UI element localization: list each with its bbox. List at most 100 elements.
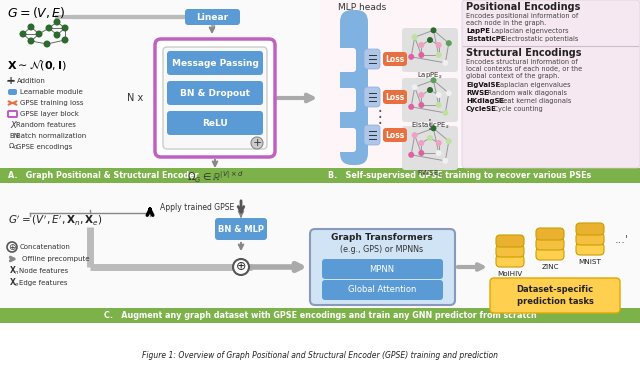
- Text: Concatenation: Concatenation: [20, 244, 71, 250]
- Text: : Laplacian eigenvalues: : Laplacian eigenvalues: [492, 82, 571, 88]
- Circle shape: [7, 242, 17, 252]
- Text: Offline precompute: Offline precompute: [22, 256, 90, 262]
- Text: $G = (V, E)$: $G = (V, E)$: [7, 4, 65, 20]
- Text: $\Omega_G \in \mathbb{R}^{|V| \times d}$: $\Omega_G \in \mathbb{R}^{|V| \times d}$: [187, 169, 243, 185]
- Text: : Random walk diagonals: : Random walk diagonals: [483, 90, 567, 96]
- FancyBboxPatch shape: [338, 48, 356, 72]
- FancyBboxPatch shape: [167, 81, 263, 105]
- Text: (e.g., GPS) or MPNNs: (e.g., GPS) or MPNNs: [340, 246, 424, 255]
- FancyBboxPatch shape: [496, 245, 524, 257]
- Text: $\Omega_G$: $\Omega_G$: [8, 142, 19, 152]
- Text: $\oplus$: $\oplus$: [236, 261, 246, 273]
- FancyBboxPatch shape: [576, 243, 604, 255]
- Bar: [320, 168, 640, 183]
- Circle shape: [419, 102, 424, 108]
- FancyBboxPatch shape: [496, 235, 524, 247]
- Circle shape: [442, 110, 449, 116]
- Text: $G' = (V', E', \mathbf{X}_n, \mathbf{X}_e)$: $G' = (V', E', \mathbf{X}_n, \mathbf{X}_…: [8, 213, 102, 227]
- Text: Batch normalization: Batch normalization: [16, 133, 86, 139]
- Circle shape: [35, 30, 42, 38]
- Circle shape: [419, 52, 424, 58]
- Text: ElstaticPE: ElstaticPE: [466, 36, 506, 42]
- Circle shape: [251, 137, 263, 149]
- FancyBboxPatch shape: [163, 47, 267, 149]
- Bar: [0, 168, 320, 183]
- Text: GPSE training loss: GPSE training loss: [20, 100, 83, 106]
- Circle shape: [442, 158, 449, 164]
- Text: ⋮: ⋮: [372, 108, 388, 126]
- Circle shape: [436, 150, 442, 156]
- Text: BN & MLP: BN & MLP: [218, 225, 264, 234]
- FancyBboxPatch shape: [462, 0, 640, 168]
- Circle shape: [54, 32, 61, 39]
- FancyBboxPatch shape: [364, 125, 380, 145]
- Circle shape: [431, 77, 436, 83]
- Circle shape: [431, 125, 436, 131]
- Bar: [0, 0, 320, 183]
- FancyBboxPatch shape: [402, 78, 458, 122]
- Text: Edge features: Edge features: [19, 280, 67, 286]
- Text: Encodes structural information of: Encodes structural information of: [466, 59, 578, 65]
- FancyBboxPatch shape: [402, 126, 458, 170]
- Circle shape: [419, 140, 424, 146]
- FancyBboxPatch shape: [340, 10, 368, 165]
- FancyBboxPatch shape: [576, 233, 604, 245]
- Circle shape: [436, 42, 442, 48]
- FancyBboxPatch shape: [185, 9, 240, 25]
- FancyBboxPatch shape: [338, 128, 356, 152]
- Circle shape: [436, 92, 442, 98]
- Text: Addition: Addition: [17, 78, 46, 84]
- Text: Global Attention: Global Attention: [348, 285, 416, 294]
- FancyBboxPatch shape: [167, 111, 263, 135]
- Text: : Heat kernel diagonals: : Heat kernel diagonals: [494, 98, 572, 104]
- Circle shape: [419, 150, 424, 156]
- Text: ZINC: ZINC: [541, 264, 559, 270]
- Circle shape: [419, 42, 424, 48]
- Circle shape: [446, 138, 452, 144]
- Circle shape: [436, 140, 442, 146]
- Text: : Cycle counting: : Cycle counting: [489, 106, 543, 112]
- Text: RWSE: RWSE: [466, 90, 489, 96]
- Text: A.   Graph Positional & Structural Encoder: A. Graph Positional & Structural Encoder: [8, 171, 198, 180]
- Text: MLP heads: MLP heads: [338, 3, 387, 12]
- Circle shape: [427, 87, 433, 93]
- Bar: [320, 0, 640, 183]
- Text: B.   Self-supervised GPSE training to recover various PSEs: B. Self-supervised GPSE training to reco…: [328, 171, 591, 180]
- Text: : Electrostatic potentials: : Electrostatic potentials: [497, 36, 579, 42]
- Text: BN: BN: [9, 133, 19, 139]
- Text: Positional Encodings: Positional Encodings: [466, 2, 580, 12]
- Bar: [0, 308, 640, 323]
- Circle shape: [44, 40, 51, 48]
- Text: MPNN: MPNN: [369, 264, 395, 273]
- Text: local contexts of each node, or the: local contexts of each node, or the: [466, 66, 582, 72]
- Text: Random features: Random features: [16, 122, 76, 128]
- Circle shape: [54, 18, 61, 26]
- Text: N x: N x: [127, 93, 143, 103]
- Text: ⋮: ⋮: [423, 118, 437, 132]
- FancyBboxPatch shape: [402, 28, 458, 72]
- Text: C.   Augment any graph dataset with GPSE encodings and train any GNN predictor f: C. Augment any graph dataset with GPSE e…: [104, 311, 536, 320]
- Text: Loss: Loss: [385, 54, 404, 63]
- Circle shape: [412, 34, 418, 40]
- Text: Linear: Linear: [196, 12, 228, 21]
- Circle shape: [61, 36, 68, 44]
- Circle shape: [28, 24, 35, 30]
- Text: GPSE encodings: GPSE encodings: [16, 144, 72, 150]
- FancyBboxPatch shape: [536, 228, 564, 240]
- Text: ...': ...': [615, 235, 629, 245]
- Text: $\mathbf{X} \sim \mathcal{N}(\mathbf{0}, \mathbf{I})$: $\mathbf{X} \sim \mathcal{N}(\mathbf{0},…: [7, 58, 67, 72]
- Circle shape: [19, 30, 26, 38]
- Text: Message Passing: Message Passing: [172, 58, 259, 68]
- Circle shape: [233, 259, 249, 275]
- FancyBboxPatch shape: [496, 255, 524, 267]
- FancyBboxPatch shape: [322, 280, 443, 300]
- FancyBboxPatch shape: [322, 259, 443, 279]
- Text: Node features: Node features: [19, 268, 68, 274]
- FancyBboxPatch shape: [310, 229, 455, 305]
- Circle shape: [442, 60, 449, 66]
- Text: Learnable module: Learnable module: [20, 89, 83, 95]
- Text: GPSE layer block: GPSE layer block: [20, 111, 79, 117]
- Text: Dataset-specific: Dataset-specific: [516, 285, 593, 294]
- FancyBboxPatch shape: [536, 248, 564, 260]
- Text: Loss: Loss: [385, 130, 404, 140]
